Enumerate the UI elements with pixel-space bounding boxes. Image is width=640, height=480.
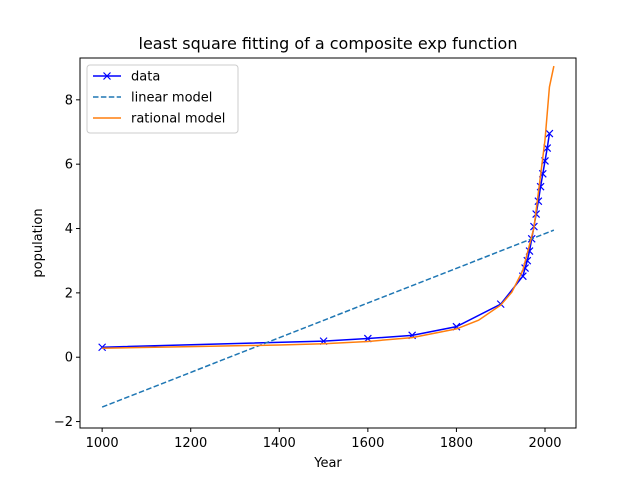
chart-title: least square fitting of a composite exp …: [139, 34, 518, 53]
legend: data linear model rational model: [86, 64, 239, 134]
x-tick-label: 2000: [528, 436, 561, 451]
legend-box: [86, 64, 239, 134]
data-point-marker: [545, 129, 554, 138]
data-point-marker: [98, 343, 107, 352]
y-tick-label: 2: [65, 286, 73, 301]
y-tick-label: 0: [65, 351, 73, 366]
plot-area: [79, 57, 577, 429]
linear-model-line: [101, 229, 555, 408]
y-tick-label: 6: [65, 158, 73, 173]
x-tick-label: 1600: [351, 436, 384, 451]
x-tick-label: 1200: [174, 436, 207, 451]
legend-label: linear model: [131, 91, 212, 106]
data-point-marker: [534, 197, 543, 206]
x-axis: 1000 1200 1400 1600 1800 2000: [86, 428, 562, 451]
x-axis-title: Year: [313, 456, 342, 471]
y-axis: −2 0 2 4 6 8: [54, 93, 80, 430]
y-tick-label: 4: [65, 222, 73, 237]
rational-model-line: [102, 65, 555, 349]
series-layer: [98, 65, 555, 408]
x-tick-label: 1800: [440, 436, 473, 451]
legend-marker: [103, 72, 111, 80]
legend-label: rational model: [131, 112, 225, 127]
y-tick-label: 8: [65, 93, 73, 108]
legend-label: data: [131, 70, 160, 85]
x-tick-label: 1400: [263, 436, 296, 451]
y-tick-label: −2: [54, 415, 73, 430]
x-tick-label: 1000: [86, 436, 119, 451]
y-axis-title: population: [31, 208, 46, 277]
axes-frame: [79, 57, 577, 429]
